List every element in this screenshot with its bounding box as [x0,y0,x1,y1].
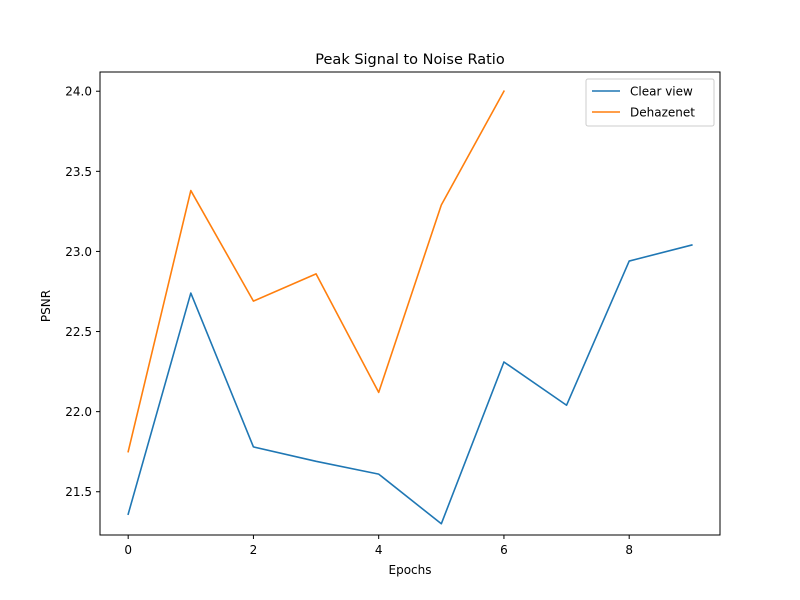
y-axis-label: PSNR [39,290,53,322]
x-tick-label: 2 [250,543,258,557]
x-tick-label: 0 [124,543,132,557]
legend: Clear view Dehazenet [585,78,715,127]
y-tick-label: 24.0 [65,85,92,99]
y-tick-label: 23.5 [65,165,92,179]
plot-area: 0 2 4 6 8 21.5 22.0 22.5 23.0 23.5 24.0 [65,71,721,557]
x-tick-label: 4 [375,543,383,557]
x-tick-label: 8 [625,543,633,557]
axes-frame [99,71,721,536]
x-tick-label: 6 [500,543,508,557]
legend-label-1: Dehazenet [630,106,695,120]
series-line-0 [127,244,693,525]
chart-title: Peak Signal to Noise Ratio [315,52,505,68]
y-tick-label: 22.5 [65,325,92,339]
y-tick-label: 21.5 [65,485,92,499]
y-tick-label: 22.0 [65,405,92,419]
x-axis-label: Epochs [389,563,432,577]
series-line-1 [127,90,506,453]
legend-label-0: Clear view [630,85,693,99]
y-tick-label: 23.0 [65,245,92,259]
